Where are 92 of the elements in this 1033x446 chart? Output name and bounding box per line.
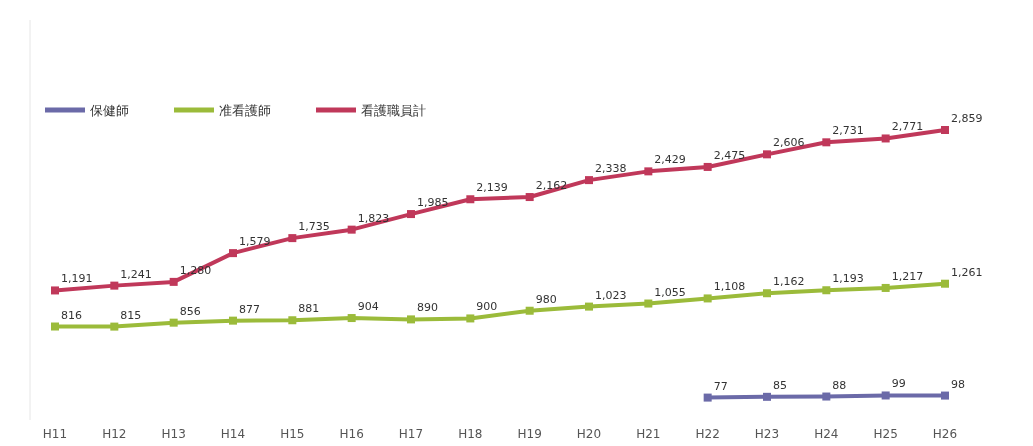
point xyxy=(110,322,119,331)
point xyxy=(763,150,771,159)
point xyxy=(525,306,534,315)
point xyxy=(466,195,475,204)
point xyxy=(169,277,178,286)
data-label: 1,241 xyxy=(120,267,152,281)
x-tick-label: H18 xyxy=(458,427,483,441)
data-label: 1,162 xyxy=(773,275,805,289)
point xyxy=(941,126,949,134)
data-label: 99 xyxy=(891,377,906,391)
point xyxy=(347,314,356,323)
data-label: 980 xyxy=(535,292,557,306)
point xyxy=(644,299,653,308)
data-label: 2,475 xyxy=(713,148,746,162)
point xyxy=(51,286,59,295)
data-label: 2,859 xyxy=(951,112,983,125)
point xyxy=(169,318,178,327)
data-label: 1,108 xyxy=(713,280,746,294)
point xyxy=(703,162,712,171)
data-label: 877 xyxy=(239,302,260,316)
point xyxy=(941,391,949,400)
point xyxy=(288,316,297,325)
data-label: 900 xyxy=(476,300,498,314)
data-label: 881 xyxy=(298,302,320,316)
data-label: 98 xyxy=(951,377,965,391)
point xyxy=(288,234,297,243)
data-label: 1,217 xyxy=(891,269,924,283)
data-label: 1,823 xyxy=(357,211,390,225)
data-label: 856 xyxy=(179,304,201,318)
legend-label: 准看護師 xyxy=(219,103,271,118)
data-label: 1,055 xyxy=(654,285,686,299)
x-tick-label: H22 xyxy=(695,427,720,441)
point xyxy=(110,281,119,290)
data-label: 890 xyxy=(417,301,438,315)
legend-label: 看護職員計 xyxy=(361,103,426,118)
point xyxy=(525,193,534,202)
point xyxy=(881,283,890,292)
data-label: 85 xyxy=(773,378,787,392)
x-tick-label: H20 xyxy=(576,427,602,441)
data-label: 1,023 xyxy=(595,288,627,302)
x-tick-label: H11 xyxy=(42,427,68,441)
data-label: 2,771 xyxy=(891,120,924,134)
x-tick-label: H21 xyxy=(636,427,661,441)
point xyxy=(822,286,831,295)
data-label: 2,338 xyxy=(595,162,627,176)
x-tick-label: H17 xyxy=(398,427,424,441)
x-tick-label: H25 xyxy=(873,427,898,441)
data-label: 1,191 xyxy=(61,272,93,286)
point xyxy=(229,316,237,325)
x-tick-label: H14 xyxy=(220,427,246,441)
data-label: 1,261 xyxy=(951,265,983,279)
data-label: 1,193 xyxy=(832,272,864,286)
point xyxy=(407,315,415,324)
data-label: 904 xyxy=(357,300,379,314)
data-label: 2,731 xyxy=(832,124,864,138)
data-label: 2,429 xyxy=(654,153,686,167)
point xyxy=(407,210,415,219)
data-label: 815 xyxy=(120,308,142,322)
x-tick-label: H16 xyxy=(339,427,364,441)
data-label: 2,139 xyxy=(476,181,508,195)
point xyxy=(644,167,653,176)
data-label: 816 xyxy=(61,308,82,322)
data-label: 88 xyxy=(832,378,847,392)
x-tick-label: H12 xyxy=(102,427,127,441)
point xyxy=(763,392,771,401)
x-tick-label: H13 xyxy=(161,427,186,441)
data-label: 77 xyxy=(713,379,728,393)
point xyxy=(941,279,949,288)
x-tick-label: H26 xyxy=(932,427,958,441)
point xyxy=(703,294,712,303)
data-label: 2,162 xyxy=(535,179,568,193)
x-tick-label: H15 xyxy=(280,427,305,441)
data-label: 1,735 xyxy=(298,220,330,234)
data-label: 1,985 xyxy=(417,196,449,210)
data-label: 1,579 xyxy=(239,235,271,249)
x-tick-label: H19 xyxy=(517,427,542,441)
point xyxy=(822,392,831,401)
point xyxy=(51,322,59,331)
data-label: 2,606 xyxy=(773,136,805,150)
x-tick-label: H24 xyxy=(814,427,839,441)
point xyxy=(822,138,831,147)
point xyxy=(229,249,237,258)
point xyxy=(347,225,356,234)
point xyxy=(763,289,771,298)
point xyxy=(585,176,593,185)
point xyxy=(703,393,712,402)
point xyxy=(881,391,890,400)
point xyxy=(585,302,593,311)
x-tick-label: H23 xyxy=(754,427,780,441)
point xyxy=(881,134,890,143)
legend-label: 保健師 xyxy=(90,103,129,118)
point xyxy=(466,314,475,323)
